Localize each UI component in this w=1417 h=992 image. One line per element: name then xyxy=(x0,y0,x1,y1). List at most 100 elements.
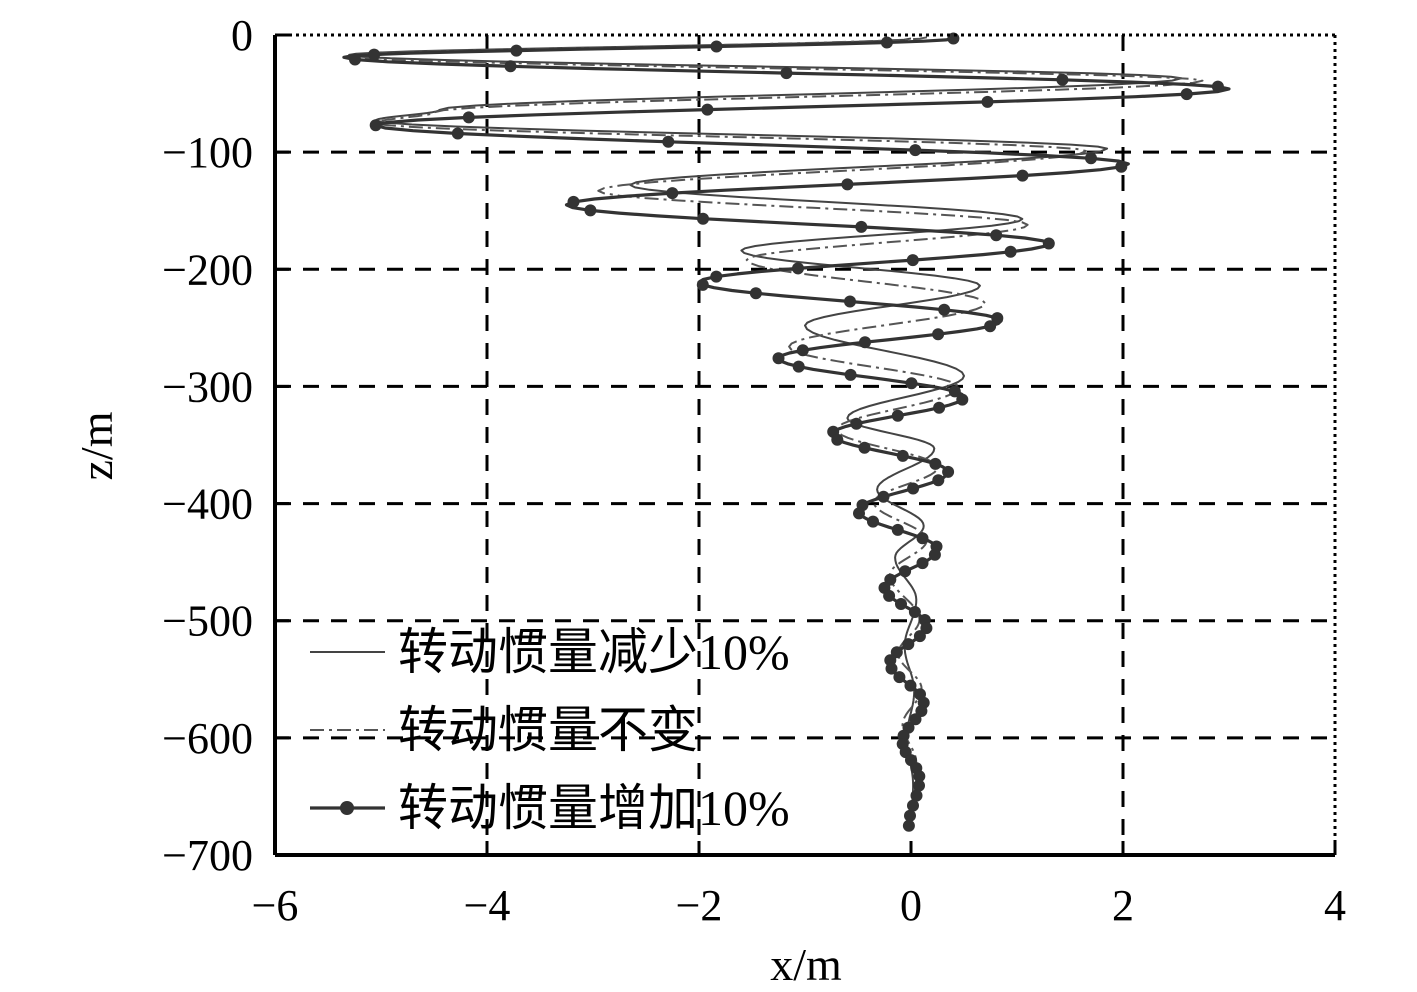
series-2-marker xyxy=(938,303,951,316)
series-2-marker xyxy=(948,385,961,398)
series-2-marker xyxy=(858,441,871,454)
series-2-marker xyxy=(349,53,361,66)
series-2-marker xyxy=(899,565,912,578)
series-2-marker xyxy=(913,630,926,643)
series-2-marker xyxy=(796,344,809,357)
series-2-marker xyxy=(772,352,785,365)
series-line-0 xyxy=(348,37,1183,826)
series-2-marker xyxy=(504,60,517,73)
series-2-marker xyxy=(1180,88,1193,101)
series-2-marker xyxy=(891,409,904,422)
series-2-marker xyxy=(991,312,1004,325)
x-tick-label: 2 xyxy=(1112,881,1134,930)
series-2-marker xyxy=(933,401,946,414)
legend-label-0: 转动惯量减少10% xyxy=(398,624,790,680)
series-2-marker xyxy=(859,336,871,349)
series-2-marker xyxy=(584,204,597,217)
series-2-marker xyxy=(904,679,917,692)
series-2-marker xyxy=(855,220,868,233)
series-2-marker xyxy=(907,799,919,812)
legend-label-2: 转动惯量增加10% xyxy=(398,780,790,836)
series-2-marker xyxy=(920,622,933,635)
series-2-marker xyxy=(956,393,969,406)
series-2-marker xyxy=(1085,152,1097,165)
series-2-marker xyxy=(916,532,929,545)
x-tick-label: 4 xyxy=(1324,881,1346,930)
series-2-marker xyxy=(902,638,915,651)
series-2-marker xyxy=(1211,80,1224,93)
grid xyxy=(275,35,1335,855)
series-2-marker xyxy=(462,111,475,124)
series-2-marker xyxy=(885,662,898,675)
series-2-marker xyxy=(510,44,523,57)
y-tick-label: −300 xyxy=(162,362,253,411)
series-2-marker xyxy=(905,377,918,390)
series-2-marker xyxy=(895,598,907,610)
series-2-marker xyxy=(841,178,854,191)
x-tick-label: −4 xyxy=(464,881,511,930)
series-2-marker xyxy=(909,144,922,157)
series-2-marker xyxy=(893,671,906,684)
series-2-marker xyxy=(749,287,762,300)
series-2-marker xyxy=(697,212,709,225)
series-2-marker xyxy=(792,262,804,275)
series-2-marker xyxy=(792,360,805,373)
x-axis-label: x/m xyxy=(770,939,842,990)
series-2-marker xyxy=(853,507,865,520)
series-2-marker xyxy=(844,295,856,308)
series-2-marker xyxy=(710,270,723,283)
series-2-marker xyxy=(904,809,916,822)
series-2-marker xyxy=(915,705,928,717)
y-tick-label: −100 xyxy=(162,128,253,177)
series-2-marker xyxy=(932,474,945,487)
series-2-marker xyxy=(368,48,381,61)
series-2-marker xyxy=(831,433,844,446)
series-2-marker xyxy=(913,779,925,792)
series-2-marker xyxy=(1016,169,1029,182)
y-tick-label: −600 xyxy=(162,714,253,763)
series-2-marker xyxy=(877,490,890,503)
ticks xyxy=(273,33,1337,857)
series-2-marker xyxy=(880,36,893,49)
x-tick-label: −2 xyxy=(676,881,723,930)
series-2-marker xyxy=(896,449,909,462)
series-2-marker xyxy=(890,646,903,659)
legend-marker-2 xyxy=(340,801,354,815)
series-2-marker xyxy=(902,819,915,832)
series-2-marker xyxy=(910,789,923,802)
series-line-1 xyxy=(348,36,1204,823)
series-2-marker xyxy=(1042,237,1055,250)
series-2-marker xyxy=(929,457,942,470)
series-2-marker xyxy=(932,328,945,341)
legend-label-1: 转动惯量不变 xyxy=(398,702,698,758)
series-2-marker xyxy=(981,95,994,108)
tick-labels: −6 −4 −2 0 2 4 0 −100 −200 −300 −400 −500 −600 −700 xyxy=(162,11,1346,930)
y-tick-label: −200 xyxy=(162,245,253,294)
y-tick-label: −400 xyxy=(162,480,253,529)
series-2-marker xyxy=(908,606,921,618)
y-tick-label: −500 xyxy=(162,597,253,646)
series-2-marker xyxy=(1004,245,1017,258)
series-2-marker xyxy=(844,368,857,381)
series-2-marker xyxy=(990,229,1003,242)
series-2-marker xyxy=(1115,160,1128,173)
series-2-marker xyxy=(696,278,709,291)
plot-frame xyxy=(273,33,1337,857)
series-2-marker xyxy=(1056,73,1069,86)
series-2-marker xyxy=(916,557,929,570)
series-2-marker xyxy=(710,40,723,53)
series-2-marker xyxy=(909,713,922,726)
series-2-marker xyxy=(906,254,919,267)
series-2-marker xyxy=(907,482,920,495)
series-2-marker xyxy=(451,127,464,140)
y-tick-label: 0 xyxy=(231,11,253,60)
series-layer xyxy=(342,32,1231,832)
series-2-marker xyxy=(891,523,904,536)
series-2-marker xyxy=(780,67,793,80)
series-2-marker xyxy=(928,548,941,561)
series-2-marker xyxy=(567,195,580,208)
series-2-marker xyxy=(662,135,675,148)
series-2-marker xyxy=(850,417,863,430)
